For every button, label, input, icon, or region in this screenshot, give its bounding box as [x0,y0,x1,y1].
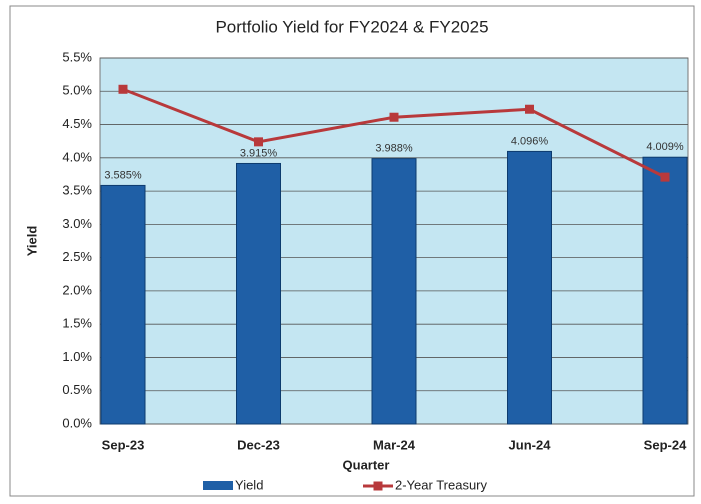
data-label: 4.096% [511,135,549,147]
chart-title: Portfolio Yield for FY2024 & FY2025 [215,17,488,36]
legend-label: 2-Year Treasury [395,477,488,492]
bar [642,156,688,425]
marker [389,112,399,122]
bar [100,184,146,425]
y-tick-label: 1.0% [62,349,92,364]
y-tick-label: 5.0% [62,83,92,98]
marker [254,137,263,147]
bar [236,162,281,425]
x-tick-label: Jun-24 [509,437,552,452]
data-label: 4.009% [646,141,684,153]
x-tick-label: Sep-23 [102,437,145,452]
y-tick-label: 0.5% [62,382,92,397]
marker [525,104,534,114]
legend-label: Yield [235,477,263,492]
y-tick-label: 0.0% [62,415,92,430]
legend-swatch [373,481,383,491]
y-tick-label: 3.0% [62,216,92,231]
y-tick-label: 3.5% [62,183,92,198]
data-label: 3.988% [375,143,413,155]
y-tick-label: 4.5% [62,116,92,131]
data-label: 3.585% [104,169,142,181]
y-tick-label: 2.5% [62,249,92,264]
data-label: 3.915% [240,147,278,159]
bar [507,150,552,425]
y-tick-label: 1.5% [62,316,92,331]
marker [118,84,128,94]
y-axis-title: Yield [24,226,39,257]
x-tick-label: Dec-23 [237,437,280,452]
bar [371,158,417,425]
x-axis-title: Quarter [343,457,390,472]
y-tick-label: 5.5% [62,49,92,64]
x-tick-label: Sep-24 [644,437,687,452]
x-tick-label: Mar-24 [373,437,416,452]
marker [660,172,670,182]
y-tick-label: 2.0% [62,282,92,297]
legend-swatch [203,481,233,490]
y-tick-label: 4.0% [62,149,92,164]
